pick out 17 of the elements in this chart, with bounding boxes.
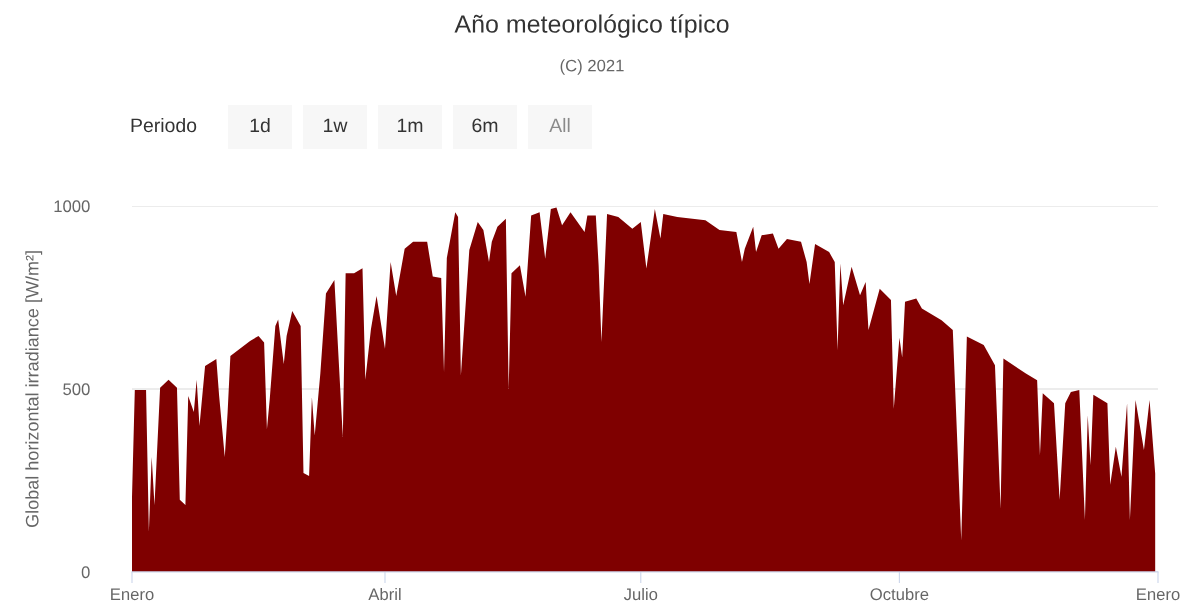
- text: 1d: [250, 117, 270, 133]
- x-tick-label: Enero: [111, 588, 154, 601]
- text: 1w: [324, 118, 348, 133]
- text: 1m: [397, 118, 423, 133]
- y-tick-label: 500: [63, 383, 90, 396]
- text: 6m: [472, 118, 498, 133]
- y-tick-label: 0: [81, 566, 90, 579]
- x-tick-label: Enero: [1137, 588, 1180, 601]
- text: All: [549, 117, 570, 133]
- text: Periodo: [131, 117, 197, 133]
- y-tick-label: 1000: [54, 200, 90, 213]
- x-tick-label: Abril: [368, 587, 401, 601]
- y-axis-title: Global horizontal irradiance [W/m²]: [25, 251, 43, 528]
- x-tick-label: Julio: [623, 587, 658, 601]
- chart-title: Año meteorológico típico: [454, 14, 729, 38]
- chart-subtitle: (C) 2021: [560, 59, 624, 75]
- x-tick-label: Octubre: [870, 587, 929, 601]
